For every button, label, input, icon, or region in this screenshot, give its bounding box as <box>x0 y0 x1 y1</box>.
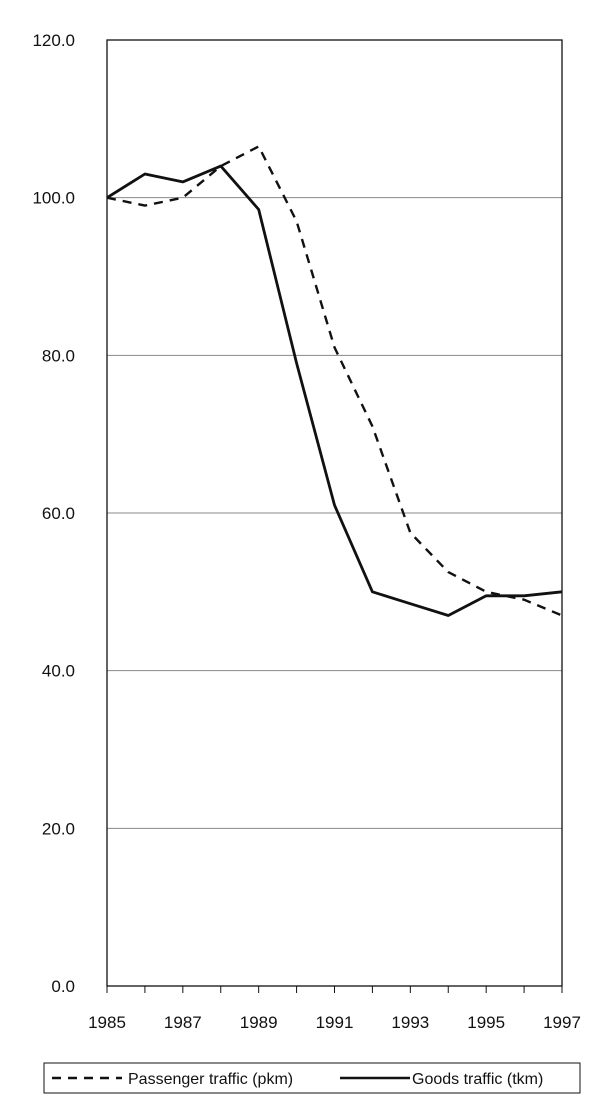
y-tick-label: 0.0 <box>51 977 75 996</box>
legend-label-goods-traffic: Goods traffic (tkm) <box>412 1071 543 1088</box>
y-tick-label: 40.0 <box>42 662 75 681</box>
x-tick-label: 1985 <box>88 1013 126 1032</box>
y-tick-label: 20.0 <box>42 819 75 838</box>
y-tick-label: 120.0 <box>32 31 75 50</box>
y-tick-label: 100.0 <box>32 189 75 208</box>
series-lines <box>106 145 563 617</box>
x-tick-label: 1993 <box>391 1013 429 1032</box>
x-tick-label: 1997 <box>543 1013 581 1032</box>
x-tick-label: 1987 <box>164 1013 202 1032</box>
legend: Passenger traffic (pkm) Goods traffic (t… <box>43 1062 581 1094</box>
x-axis-ticks: 1985 1987 1989 1991 1993 1995 1997 <box>88 986 581 1032</box>
gridlines <box>107 197 562 829</box>
series-line-passenger-traffic <box>106 145 563 617</box>
x-tick-label: 1989 <box>240 1013 278 1032</box>
x-tick-label: 1995 <box>467 1013 505 1032</box>
y-tick-label: 80.0 <box>42 346 75 365</box>
series-line-goods-traffic <box>106 164 563 617</box>
legend-box <box>43 1062 581 1094</box>
x-tick-label: 1991 <box>316 1013 354 1032</box>
y-tick-label: 60.0 <box>42 504 75 523</box>
y-axis-ticks: 0.0 20.0 40.0 60.0 80.0 100.0 120.0 <box>32 31 75 996</box>
legend-label-passenger-traffic: Passenger traffic (pkm) <box>128 1071 293 1088</box>
